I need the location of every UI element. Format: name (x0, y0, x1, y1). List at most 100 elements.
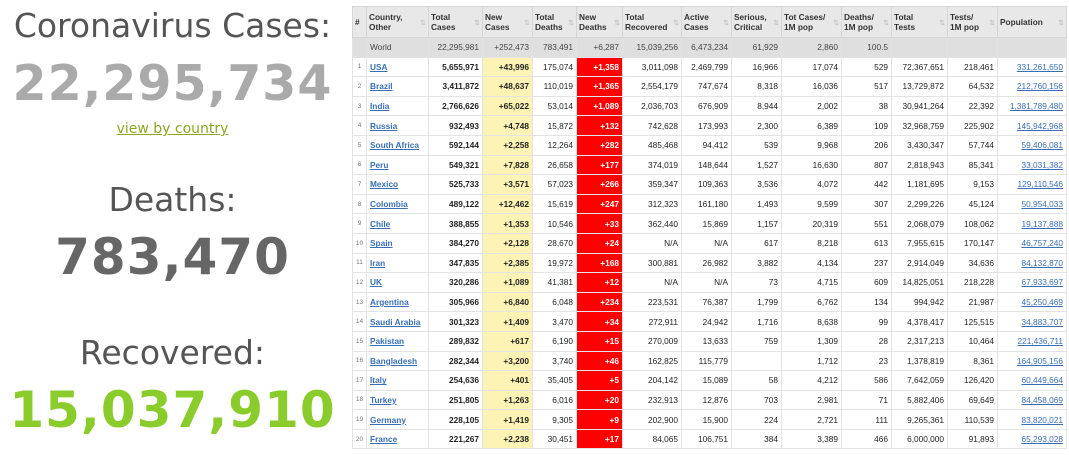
cell-total-cases: 251,805 (428, 389, 483, 411)
sort-icon[interactable]: ⇅ (989, 20, 995, 27)
column-header-label: Cases (485, 22, 510, 32)
column-header-label: Total (625, 12, 645, 22)
cell-rank: 15 (352, 330, 367, 352)
population-link[interactable]: 33,031,382 (1021, 159, 1063, 170)
column-header-population[interactable]: Population ⇅ (997, 6, 1067, 38)
cell-new-deaths: +168 (576, 252, 623, 274)
cell-total-cases: 282,344 (428, 350, 483, 372)
country-link[interactable]: Mexico (370, 179, 399, 190)
sort-icon[interactable]: ⇅ (883, 20, 889, 27)
cell-deaths-per-1m: 99 (841, 311, 892, 332)
column-header-new-deaths[interactable]: New Deaths ⇅ (576, 6, 623, 38)
column-header-cases-per-1m[interactable]: Tot Cases/1M pop ⇅ (781, 6, 842, 38)
cell-deaths-per-1m: 586 (841, 370, 892, 391)
country-link[interactable]: South Africa (370, 140, 420, 151)
population-link[interactable]: 331,261,650 (1016, 61, 1063, 72)
cell-active-cases: 12,876 (681, 389, 732, 411)
column-header-active-cases[interactable]: Active Cases ⇅ (681, 6, 732, 38)
population-link[interactable]: 59,406,081 (1021, 140, 1063, 151)
population-link[interactable]: 221,436,711 (1017, 336, 1063, 347)
country-link[interactable]: Colombia (370, 199, 408, 210)
country-link[interactable]: Turkey (370, 394, 397, 405)
column-header-total-deaths[interactable]: Total Deaths ⇅ (532, 6, 577, 38)
cell-deaths-per-1m: 613 (841, 232, 892, 254)
column-header-new-cases[interactable]: New Cases ⇅ (482, 6, 533, 38)
population-link[interactable]: 84,458,069 (1021, 394, 1063, 405)
country-link[interactable]: India (370, 101, 390, 112)
sort-icon[interactable]: ⇅ (939, 20, 945, 27)
country-link[interactable]: Chile (370, 218, 391, 229)
sort-icon[interactable]: ⇅ (614, 20, 620, 27)
population-link[interactable]: 60,449,664 (1021, 375, 1063, 386)
population-link[interactable]: 164,905,156 (1016, 355, 1063, 366)
country-link[interactable]: France (370, 434, 398, 445)
population-link[interactable]: 50,954,033 (1021, 199, 1063, 210)
cases-value: 22,295,734 (12, 55, 333, 112)
cell-cases-per-1m: 16,036 (781, 76, 842, 97)
world-total-row: World 22,295,981 +252,473 783,491 +6,287 15,0… (352, 37, 1067, 58)
cell-total-cases: 3,411,872 (428, 76, 483, 97)
population-link[interactable]: 145,942,968 (1016, 120, 1063, 131)
population-link[interactable]: 83,820,021 (1021, 414, 1063, 425)
country-link[interactable]: Bangladesh (370, 355, 418, 366)
country-link[interactable]: Russia (370, 120, 398, 131)
country-link[interactable]: Saudi Arabia (370, 316, 421, 327)
table-row: 4 Russia 932,493 +4,748 15,872 +132 742,628 173… (352, 115, 1067, 136)
column-header-country[interactable]: Country, Other ⇅ (366, 6, 429, 38)
cell-deaths-per-1m: 206 (841, 134, 892, 156)
column-header-rank[interactable]: # (352, 6, 367, 38)
population-link[interactable]: 129,110,546 (1017, 179, 1063, 190)
cell-rank: 1 (352, 56, 367, 78)
population-link[interactable]: 45,250,469 (1021, 297, 1063, 308)
cell-serious-critical: 1,493 (731, 193, 782, 215)
population-link[interactable]: 84,132,870 (1021, 257, 1063, 268)
sort-icon[interactable]: ⇅ (673, 20, 679, 27)
cell-total-recovered: 3,011,098 (622, 56, 682, 78)
sort-icon[interactable]: ⇅ (723, 20, 729, 27)
sort-icon[interactable]: ⇅ (524, 20, 530, 27)
cell-country: Pakistan (366, 330, 429, 352)
cell-deaths-per-1m: 111 (841, 409, 892, 430)
column-header-total-cases[interactable]: Total Cases ⇅ (428, 6, 483, 38)
country-link[interactable]: Italy (370, 375, 387, 386)
country-link[interactable]: Pakistan (370, 336, 405, 347)
country-link[interactable]: Brazil (370, 81, 393, 92)
country-link[interactable]: Peru (370, 159, 389, 170)
view-by-country-link[interactable]: view by country (116, 121, 229, 137)
cell-total-recovered: 162,825 (622, 350, 682, 372)
country-link[interactable]: Germany (370, 414, 406, 425)
cell-total-deaths: 15,872 (532, 115, 577, 136)
column-header-serious-critical[interactable]: Serious, Critical ⇅ (731, 6, 782, 38)
population-link[interactable]: 34,883,707 (1021, 316, 1063, 327)
table-row: 18 Turkey 251,805 +1,263 6,016 +20 232,913 12,8… (352, 389, 1067, 411)
population-link[interactable]: 19,137,888 (1021, 218, 1063, 229)
country-link[interactable]: Spain (370, 238, 393, 249)
population-link[interactable]: 212,760,156 (1016, 81, 1063, 92)
country-link[interactable]: USA (370, 61, 388, 72)
column-header-total-recovered[interactable]: Total Recovered ⇅ (622, 6, 682, 38)
country-link[interactable]: Iran (370, 257, 386, 268)
sort-icon[interactable]: ⇅ (568, 20, 574, 27)
population-link[interactable]: 1,381,789,480 (1009, 101, 1063, 112)
cell-tests-per-1m: 108,062 (947, 213, 998, 234)
country-link[interactable]: Argentina (370, 297, 409, 308)
sort-icon[interactable]: ⇅ (1058, 20, 1064, 27)
cell-total-cases: 320,286 (428, 272, 483, 293)
sort-icon[interactable]: ⇅ (420, 20, 426, 27)
column-header-deaths-per-1m[interactable]: Deaths/1M pop ⇅ (841, 6, 892, 38)
population-link[interactable]: 65,293,028 (1021, 434, 1063, 445)
column-header-tests-per-1m[interactable]: Tests/1M pop ⇅ (947, 6, 998, 38)
population-link[interactable]: 67,933,697 (1021, 277, 1063, 288)
cell-new-deaths: +1,365 (576, 76, 623, 97)
sort-icon[interactable]: ⇅ (474, 20, 480, 27)
column-header-label: Serious, (734, 12, 767, 22)
population-link[interactable]: 46,757,240 (1021, 238, 1063, 249)
cell-total-cases: 549,321 (428, 154, 483, 176)
sort-icon[interactable]: ⇅ (773, 20, 779, 27)
cell-deaths-per-1m: 466 (841, 428, 892, 450)
column-header-label: Deaths/ (844, 12, 874, 22)
country-link[interactable]: UK (370, 277, 382, 288)
sort-icon[interactable]: ⇅ (833, 20, 839, 27)
column-header-total-tests[interactable]: Total Tests ⇅ (891, 6, 948, 38)
column-header-label: Cases (684, 22, 709, 32)
